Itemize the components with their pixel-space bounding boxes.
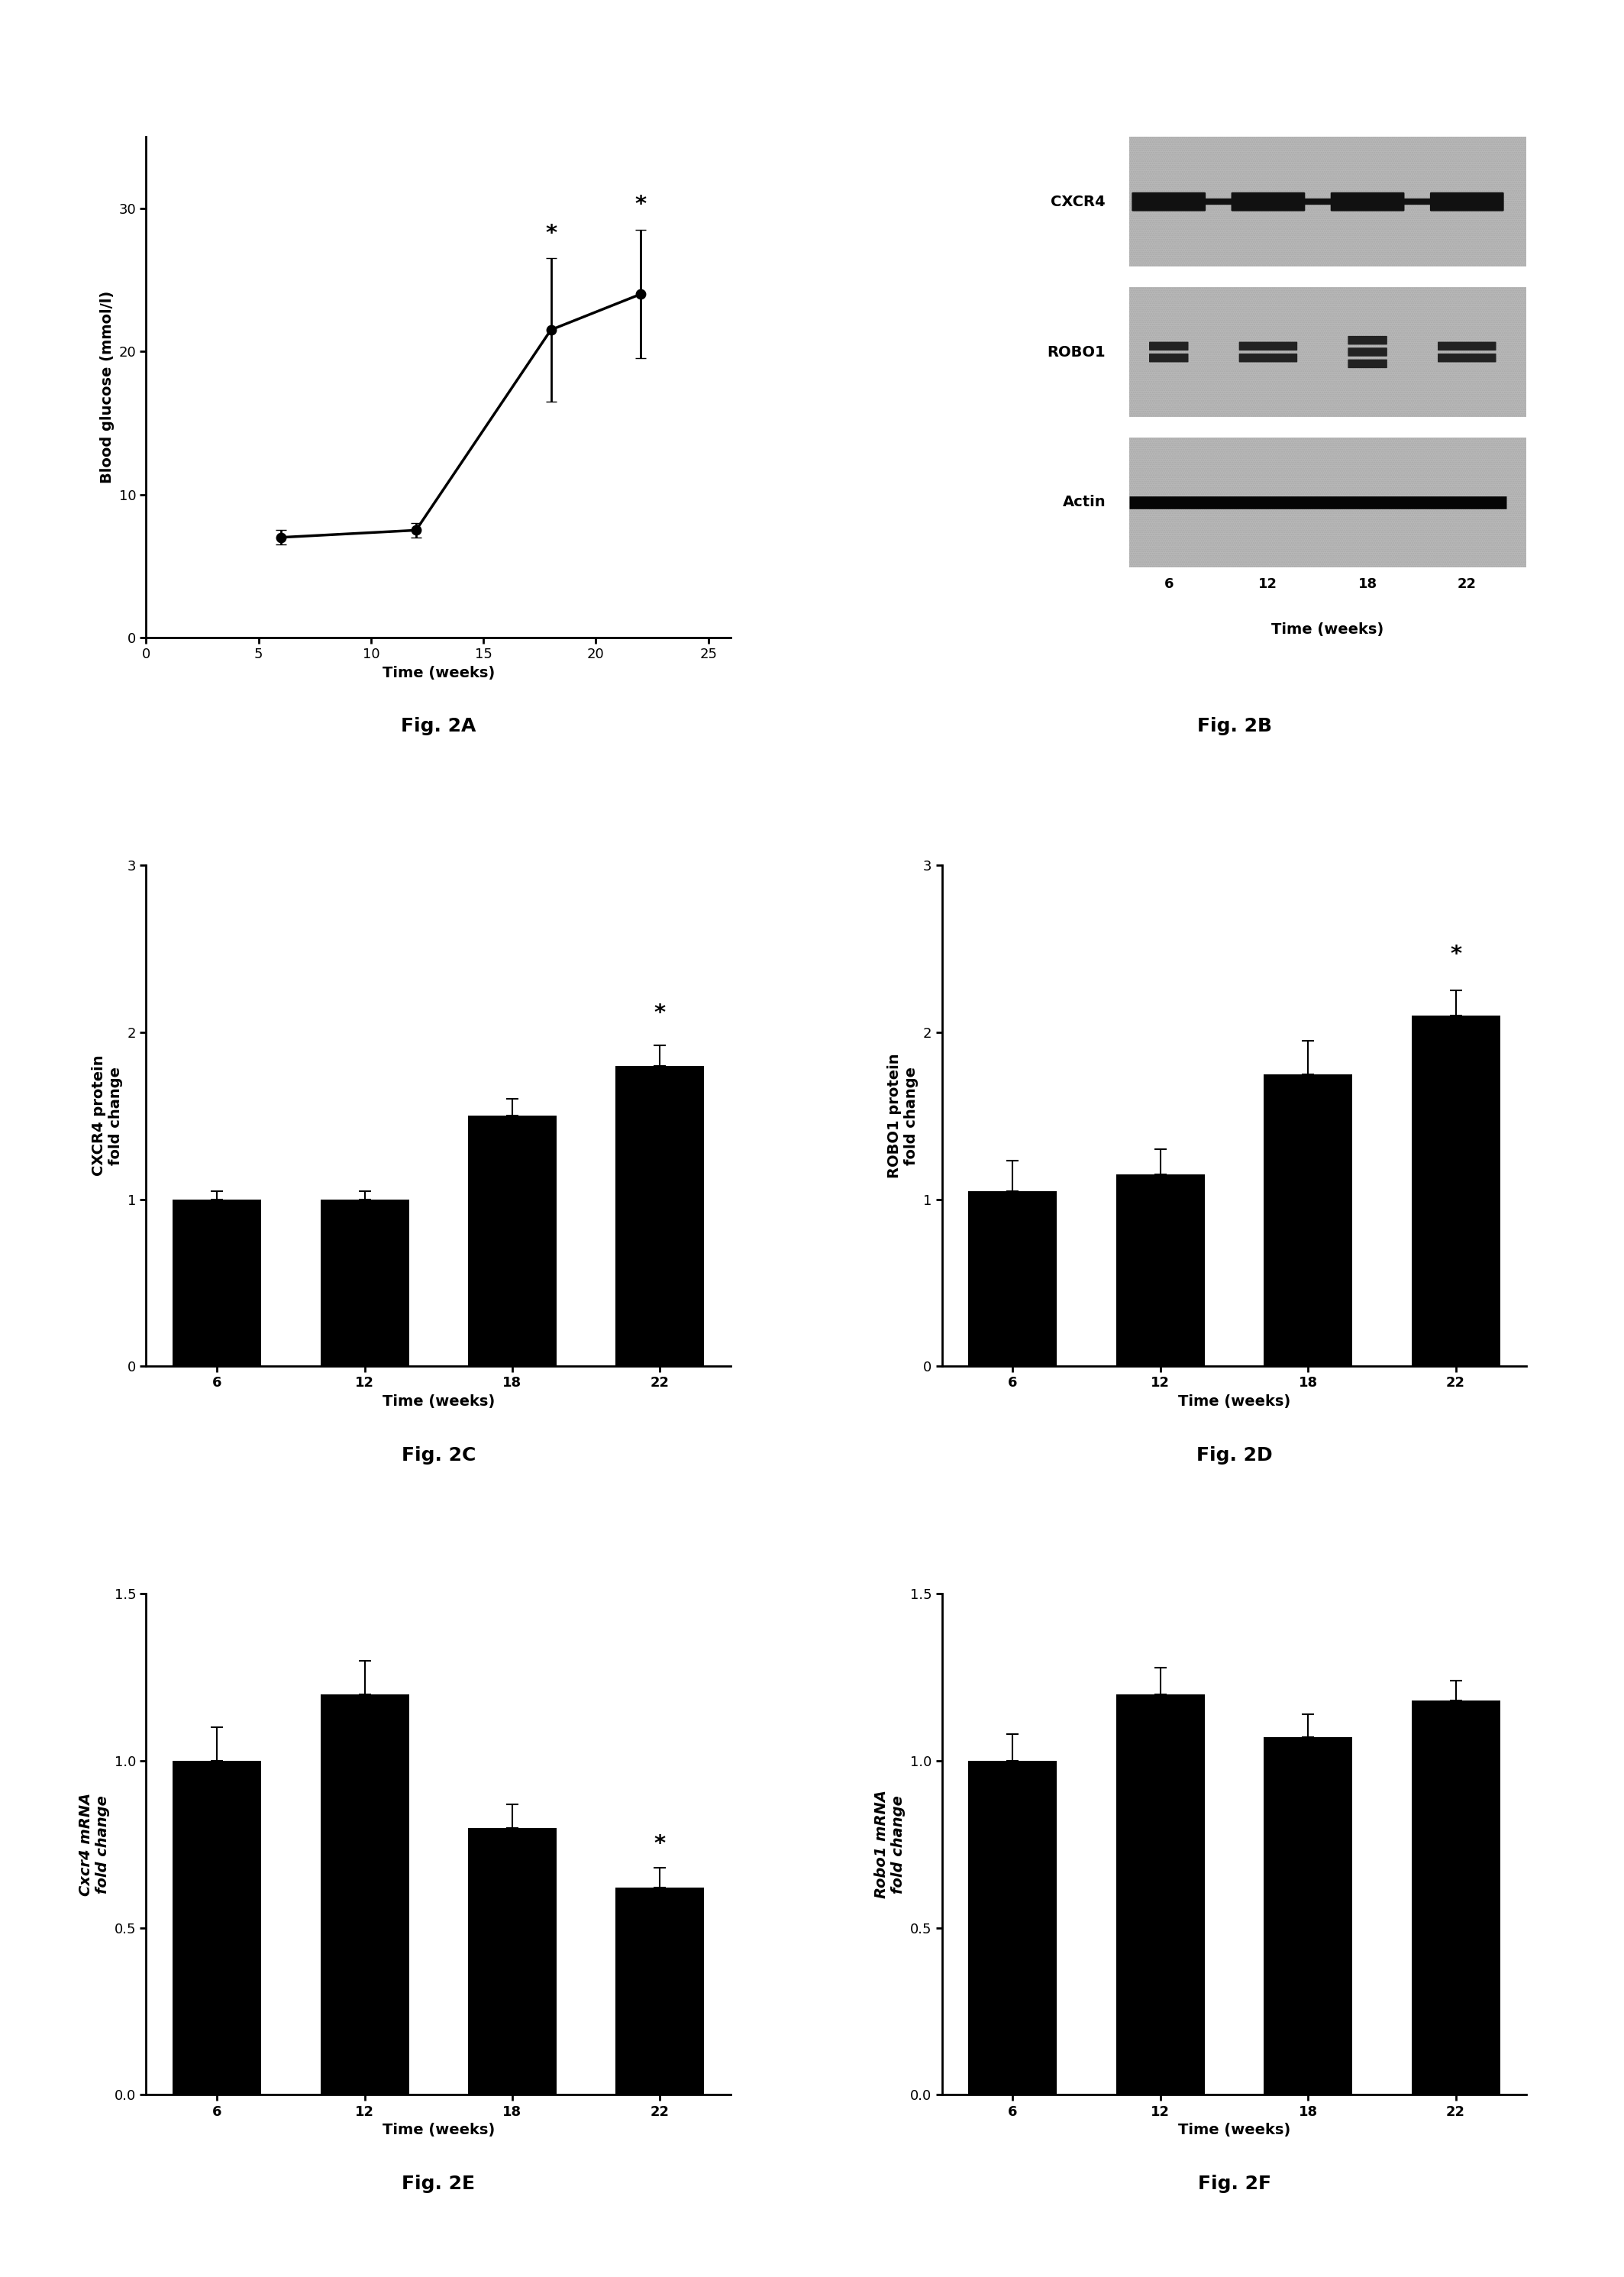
Text: 6: 6	[1164, 578, 1174, 592]
X-axis label: Time (weeks): Time (weeks)	[382, 665, 495, 681]
Y-axis label: Cxcr4 mRNA
fold change: Cxcr4 mRNA fold change	[78, 1792, 110, 1897]
Text: Time (weeks): Time (weeks)	[1272, 622, 1384, 638]
Bar	[1129, 137, 1527, 266]
Bar	[172, 1760, 261, 2095]
X-axis label: Time (weeks): Time (weeks)	[1177, 1394, 1291, 1409]
Bar	[320, 1694, 409, 2095]
Bar	[172, 1200, 261, 1366]
Text: CXCR4: CXCR4	[1051, 194, 1106, 209]
Bar	[320, 1200, 409, 1366]
FancyBboxPatch shape	[1239, 342, 1298, 351]
Bar	[1129, 437, 1527, 567]
FancyBboxPatch shape	[1330, 191, 1405, 212]
Y-axis label: Blood glucose (mmol/l): Blood glucose (mmol/l)	[101, 291, 114, 483]
Bar	[1116, 1175, 1205, 1366]
FancyBboxPatch shape	[1348, 348, 1387, 357]
Text: *: *	[546, 223, 557, 244]
Bar	[468, 1828, 557, 2095]
FancyBboxPatch shape	[1132, 191, 1205, 212]
Bar	[968, 1191, 1057, 1366]
Text: 12: 12	[1259, 578, 1278, 592]
Bar	[1411, 1701, 1501, 2095]
Text: *: *	[654, 1833, 666, 1853]
Text: Fig. 2E: Fig. 2E	[401, 2175, 476, 2193]
Text: *: *	[635, 194, 646, 216]
Bar	[1411, 1016, 1501, 1366]
FancyBboxPatch shape	[1150, 353, 1189, 362]
FancyBboxPatch shape	[1150, 342, 1189, 351]
X-axis label: Time (weeks): Time (weeks)	[1177, 2122, 1291, 2138]
Text: 22: 22	[1457, 578, 1476, 592]
Bar	[1116, 1694, 1205, 2095]
Bar	[615, 1888, 705, 2095]
Text: Fig. 2A: Fig. 2A	[401, 717, 476, 735]
Bar	[968, 1760, 1057, 2095]
FancyBboxPatch shape	[1231, 191, 1306, 212]
FancyBboxPatch shape	[1431, 191, 1504, 212]
Text: ROBO1: ROBO1	[1047, 344, 1106, 360]
Bar	[1129, 137, 1527, 266]
FancyBboxPatch shape	[1348, 337, 1387, 344]
X-axis label: Time (weeks): Time (weeks)	[382, 2122, 495, 2138]
Y-axis label: CXCR4 protein
fold change: CXCR4 protein fold change	[93, 1054, 123, 1177]
Text: Actin: Actin	[1062, 494, 1106, 510]
FancyBboxPatch shape	[1348, 360, 1387, 369]
Bar	[1129, 287, 1527, 417]
Y-axis label: Robo1 mRNA
fold change: Robo1 mRNA fold change	[874, 1790, 906, 1899]
Text: *: *	[654, 1002, 666, 1025]
Bar	[615, 1066, 705, 1366]
X-axis label: Time (weeks): Time (weeks)	[382, 1394, 495, 1409]
Y-axis label: ROBO1 protein
fold change: ROBO1 protein fold change	[888, 1054, 919, 1177]
Bar	[1129, 437, 1527, 567]
Text: Fig. 2D: Fig. 2D	[1197, 1446, 1272, 1464]
FancyBboxPatch shape	[1239, 353, 1298, 362]
FancyBboxPatch shape	[1437, 353, 1496, 362]
Text: Fig. 2B: Fig. 2B	[1197, 717, 1272, 735]
Bar	[1263, 1075, 1353, 1366]
Text: 18: 18	[1358, 578, 1377, 592]
Text: Fig. 2F: Fig. 2F	[1197, 2175, 1272, 2193]
Bar	[1263, 1737, 1353, 2095]
Text: *: *	[1450, 945, 1462, 965]
Bar	[1129, 287, 1527, 417]
Bar	[468, 1116, 557, 1366]
Text: Fig. 2C: Fig. 2C	[401, 1446, 476, 1464]
FancyBboxPatch shape	[1437, 342, 1496, 351]
